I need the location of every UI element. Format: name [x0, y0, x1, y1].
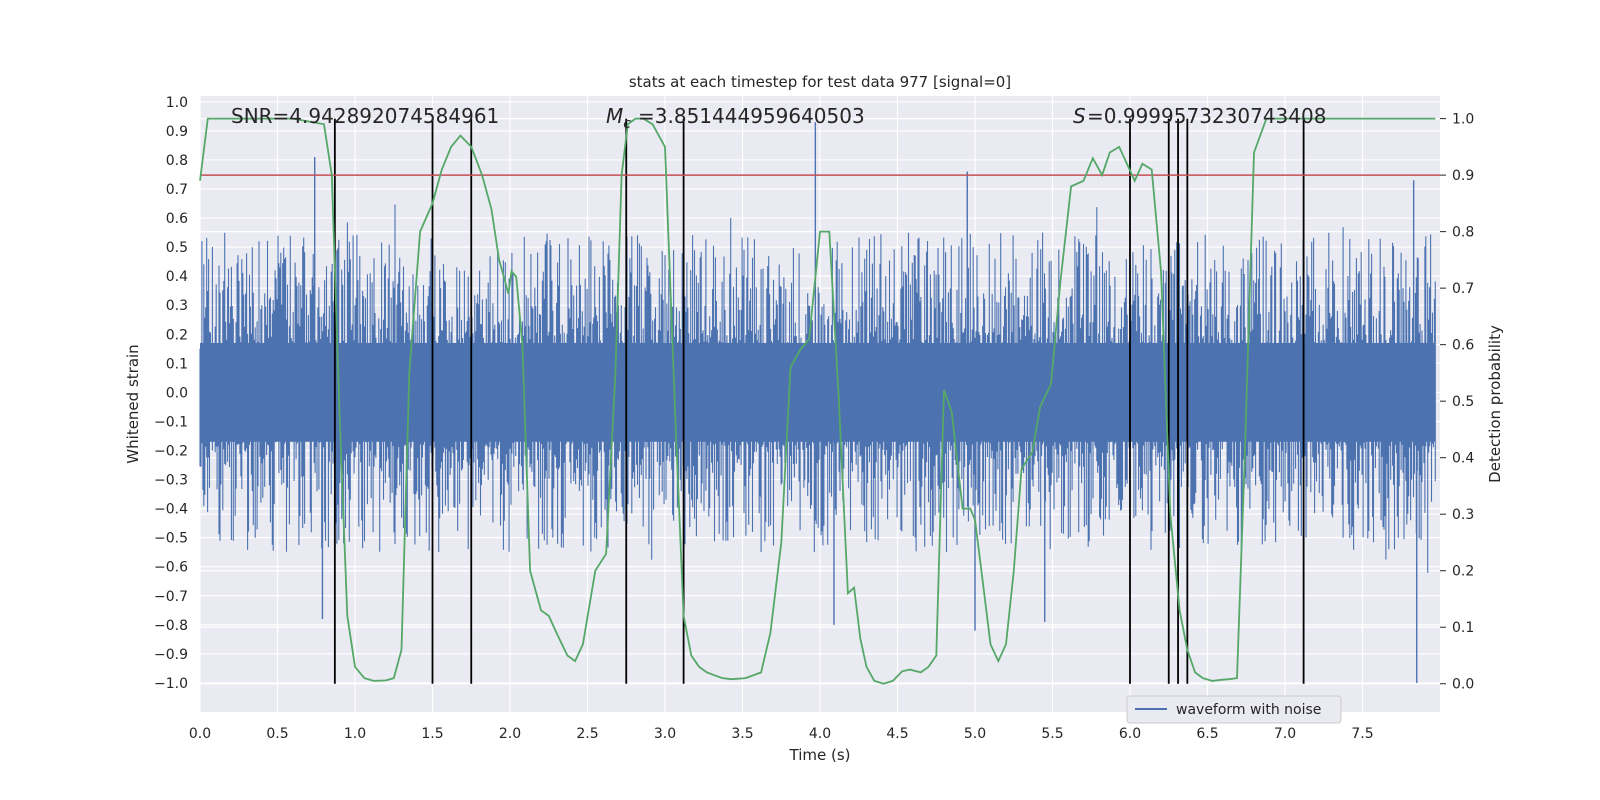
x-tick-label: 6.0	[1119, 726, 1141, 742]
probability-layer	[199, 117, 1436, 685]
x-tick-label: 2.5	[576, 726, 598, 742]
snr-annotation: SNR=4.942892074584961	[231, 104, 499, 128]
x-tick-label: 3.0	[654, 726, 676, 742]
y-tick-label: 0.3	[166, 298, 188, 314]
y-tick-label: 0.7	[166, 182, 188, 198]
y2-tick-label: 0.1	[1452, 620, 1474, 636]
y-tick-label: −0.7	[154, 589, 188, 605]
y2-axis-ticks: 1.0 0.9 0.8 0.7 0.6 0.5 0.4 0.3 0.2 0.1 0.0	[1440, 112, 1474, 693]
s-symbol: S	[1073, 104, 1086, 128]
y2-axis-label: Detection probability	[1486, 325, 1504, 483]
y-tick-label: 0.5	[166, 240, 188, 256]
y2-tick-label: 1.0	[1452, 112, 1474, 128]
y-tick-label: 0.4	[166, 269, 188, 285]
x-tick-label: 7.0	[1274, 726, 1296, 742]
y2-tick-label: 0.6	[1452, 338, 1474, 354]
y-tick-label: −0.9	[154, 647, 188, 663]
y2-tick-label: 0.8	[1452, 225, 1474, 241]
y2-tick-label: 0.2	[1452, 564, 1474, 580]
x-tick-label: 1.0	[344, 726, 366, 742]
y-tick-label: −0.4	[154, 502, 188, 518]
probability-line	[199, 117, 1436, 685]
mc-annotation: =3.851444959640503	[638, 104, 865, 128]
legend: waveform with noise	[1126, 695, 1342, 724]
y2-tick-label: 0.5	[1452, 394, 1474, 410]
y-axis-label: Whitened strain	[124, 344, 142, 463]
y-tick-label: −0.1	[154, 414, 188, 430]
y-tick-label: 0.2	[166, 327, 188, 343]
x-tick-label: 0.0	[189, 726, 211, 742]
y-tick-label: 0.6	[166, 211, 188, 227]
chart-title: stats at each timestep for test data 977…	[629, 73, 1011, 91]
y-tick-label: −0.2	[154, 443, 188, 459]
x-tick-label: 6.5	[1196, 726, 1218, 742]
x-axis-ticks: 0.0 0.5 1.0 1.5 2.0 2.5 3.0 3.5 4.0 4.5 5.0 5.5 6.0 6…	[189, 726, 1374, 742]
y-tick-label: −0.6	[154, 560, 188, 576]
y2-tick-label: 0.3	[1452, 507, 1474, 523]
y2-tick-label: 0.0	[1452, 677, 1474, 693]
y-axis-ticks: 1.0 0.9 0.8 0.7 0.6 0.5 0.4 0.3 0.2 0.1 0.0 −0.1 −0.…	[154, 95, 188, 692]
x-tick-label: 5.5	[1041, 726, 1063, 742]
x-tick-label: 4.0	[809, 726, 831, 742]
y2-tick-label: 0.9	[1452, 168, 1474, 184]
y-tick-label: 0.0	[166, 385, 188, 401]
y-tick-label: −0.5	[154, 531, 188, 547]
x-tick-label: 1.5	[421, 726, 443, 742]
waveform-layer	[199, 122, 1436, 683]
waveform-core	[200, 342, 1436, 442]
legend-label: waveform with noise	[1176, 702, 1321, 718]
y-tick-label: 0.1	[166, 356, 188, 372]
x-tick-label: 2.0	[499, 726, 521, 742]
y-tick-label: −0.8	[154, 618, 188, 634]
y2-tick-label: 0.7	[1452, 281, 1474, 297]
legend-box	[1126, 695, 1342, 724]
x-tick-label: 5.0	[964, 726, 986, 742]
x-tick-label: 0.5	[266, 726, 288, 742]
x-tick-label: 7.5	[1351, 726, 1373, 742]
y-tick-label: −1.0	[154, 676, 188, 692]
x-axis-label: Time (s)	[789, 746, 851, 764]
y-tick-label: 0.8	[166, 153, 188, 169]
y-tick-label: 0.9	[166, 124, 188, 140]
y-tick-label: 1.0	[166, 95, 188, 111]
y-tick-label: −0.3	[154, 473, 188, 489]
s-annotation: =0.9999573230743408	[1087, 104, 1326, 128]
x-tick-label: 3.5	[731, 726, 753, 742]
x-tick-label: 4.5	[886, 726, 908, 742]
y2-tick-label: 0.4	[1452, 451, 1474, 467]
